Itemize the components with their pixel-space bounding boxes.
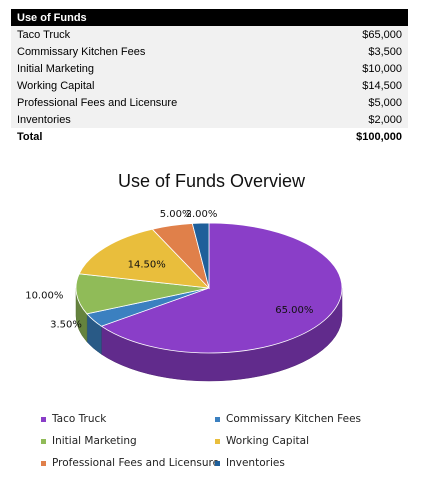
table-total-row: Total $100,000 [11,128,408,145]
data-label: 10.00% [25,291,63,302]
table-row: Working Capital $14,500 [11,77,408,94]
row-amount: $65,000 [362,28,402,41]
legend-item: Commissary Kitchen Fees [215,413,361,425]
row-label: Inventories [17,113,71,126]
pie-slice-working-capital [78,228,211,289]
row-amount: $2,000 [368,113,402,126]
legend-item: Initial Marketing [41,435,137,447]
legend-label: Inventories [226,457,285,469]
legend-item: Working Capital [215,435,309,447]
legend-swatch [215,438,220,444]
data-label: 3.50% [50,319,82,330]
legend-swatch [41,416,46,422]
data-label: 65.00% [275,305,313,316]
legend-label: Commissary Kitchen Fees [226,413,362,425]
legend-label: Professional Fees and Licensure [52,457,220,469]
table-row: Inventories $2,000 [11,111,408,128]
legend-label: Working Capital [226,435,309,447]
row-label: Professional Fees and Licensure [17,96,178,109]
row-label: Taco Truck [17,28,71,41]
legend-swatch [41,460,46,466]
row-label: Working Capital [17,79,95,92]
data-label: 5.00% [160,209,192,220]
total-label: Total [17,130,43,143]
pie-chart: 65.00% 3.50% 10.00% 14.50% 5.00%2.00% [25,209,343,382]
legend-item: Professional Fees and Licensure [41,457,219,469]
data-label: 14.50% [128,260,166,271]
legend-swatch [215,416,220,422]
table-title: Use of Funds [17,11,87,24]
pie-slice-taco-truck [100,222,343,354]
row-amount: $10,000 [362,62,402,75]
table-row: Taco Truck $65,000 [11,26,408,43]
legend-label: Initial Marketing [52,435,137,447]
table-row: Professional Fees and Licensure $5,000 [11,94,408,111]
pie-slice-inventories [191,222,210,289]
legend-item: Inventories [215,457,285,469]
legend-swatch [215,460,220,466]
table-header-row: Use of Funds [11,9,408,26]
table-row: Commissary Kitchen Fees $3,500 [11,43,408,60]
pie-slice-initial-marketing [75,273,210,315]
row-amount: $14,500 [362,79,402,92]
chart-title: Use of Funds Overview [117,171,306,191]
row-amount: $3,500 [368,45,402,58]
row-label: Initial Marketing [17,62,95,75]
row-amount: $5,000 [368,96,402,109]
use-of-funds-table: Use of Funds Taco Truck $65,000 Commissary… [11,9,408,145]
legend-label: Taco Truck [52,413,107,425]
legend-swatch [41,438,46,444]
data-label: 2.00% [186,209,218,220]
table-row: Initial Marketing $10,000 [11,60,408,77]
legend-item: Taco Truck [41,413,106,425]
total-amount: $100,000 [356,130,402,143]
row-label: Commissary Kitchen Fees [17,45,146,58]
